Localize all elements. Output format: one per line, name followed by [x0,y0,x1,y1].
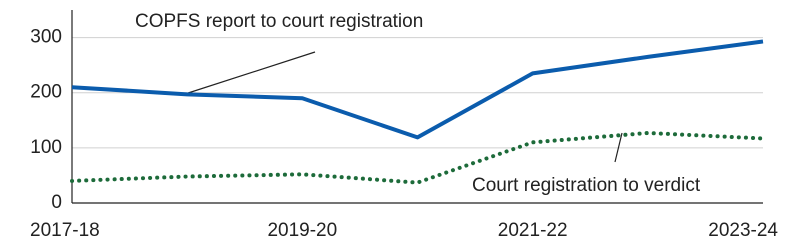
x-tick-label: 2021-22 [498,220,568,241]
series-annotation: COPFS report to court registration [135,11,423,32]
series-line [71,39,764,140]
y-tick-label: 0 [51,192,62,213]
y-tick-label: 200 [30,82,62,103]
series-annotation: Court registration to verdict [472,175,701,196]
annotation-leader [184,51,316,95]
x-tick-label: 2019-20 [267,220,337,241]
x-tick-label: 2023-24 [708,220,778,241]
series-line [70,130,765,185]
annotation-leader [614,132,623,163]
x-tick-label: 2017-18 [30,220,100,241]
y-tick-label: 100 [30,137,62,158]
y-tick-label: 300 [30,27,62,48]
